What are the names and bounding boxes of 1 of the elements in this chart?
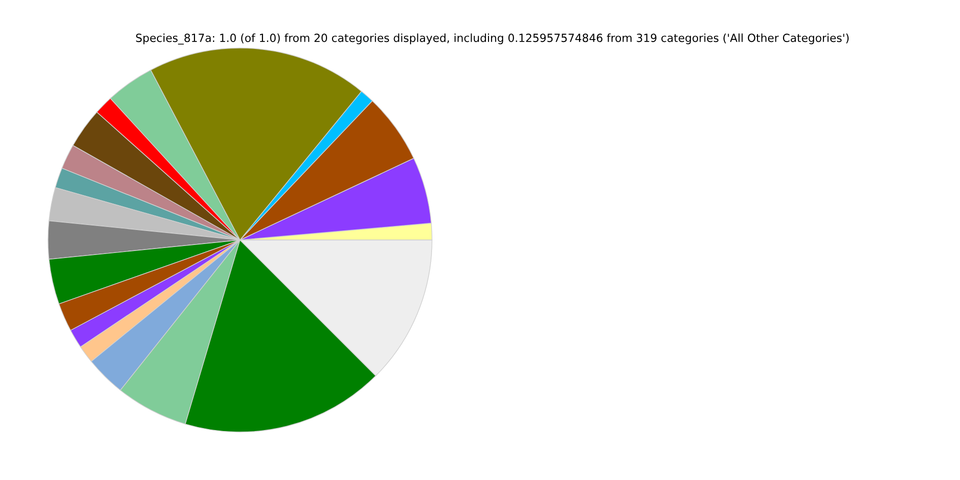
text: Species_817a: 1.0 (of 1.0) from 20 categories displayed, including 0.125957574846 from 319 categories ('All Other Categories') [136,33,849,45]
